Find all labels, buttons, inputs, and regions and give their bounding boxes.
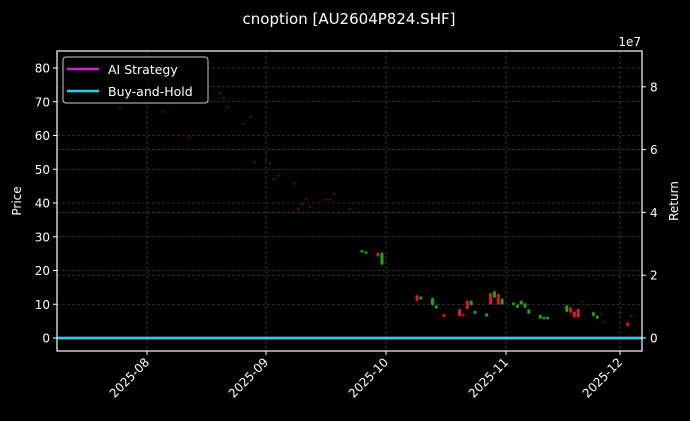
candle-body bbox=[226, 106, 230, 108]
candlesticks bbox=[118, 91, 633, 327]
candle-body bbox=[496, 294, 500, 305]
candle-body bbox=[252, 161, 256, 163]
candle-body bbox=[492, 291, 496, 298]
candle-body bbox=[469, 300, 473, 305]
candle-body bbox=[332, 193, 336, 195]
candle-body bbox=[569, 307, 573, 313]
y-tick-label: 10 bbox=[35, 298, 50, 312]
candle-body bbox=[538, 315, 542, 319]
y-tick-label: 30 bbox=[35, 230, 50, 244]
x-tick-label: 2025-12 bbox=[580, 355, 625, 400]
candle-body bbox=[603, 321, 607, 323]
candle-body bbox=[512, 302, 516, 305]
candle-body bbox=[473, 311, 477, 314]
candle-body bbox=[364, 251, 368, 254]
y-axis-label: Price bbox=[10, 186, 24, 215]
candle-body bbox=[542, 317, 546, 320]
y-tick-label: 80 bbox=[35, 62, 50, 76]
candle-body bbox=[222, 97, 226, 100]
legend: AI Strategy Buy-and-Hold bbox=[62, 56, 209, 104]
candle-body bbox=[304, 197, 308, 200]
plot-frame bbox=[56, 50, 643, 352]
candle-body bbox=[565, 305, 569, 312]
candle-body bbox=[629, 315, 633, 317]
x-axis: 2025-08 2025-09 2025-10 2025-11 2025-12 bbox=[107, 351, 625, 401]
y2-axis-label: Return bbox=[667, 181, 681, 221]
y2-tick-label: 2 bbox=[650, 269, 658, 283]
candle-body bbox=[300, 203, 304, 205]
candle-body bbox=[576, 308, 580, 318]
candle-body bbox=[485, 313, 489, 317]
candle-body bbox=[546, 317, 550, 320]
y-tick-label: 70 bbox=[35, 95, 50, 109]
candle-body bbox=[523, 303, 527, 308]
chart-title: cnoption [AU2604P824.SHF] bbox=[243, 10, 456, 28]
candle-body bbox=[218, 92, 222, 94]
candle-body bbox=[241, 122, 245, 125]
candle-body bbox=[324, 198, 328, 201]
y-tick-label: 50 bbox=[35, 163, 50, 177]
candle-body bbox=[527, 309, 531, 314]
candle-body bbox=[360, 250, 364, 253]
candle-body bbox=[249, 115, 253, 118]
candle-body bbox=[276, 174, 280, 177]
candle-body bbox=[380, 252, 384, 265]
candle-body bbox=[500, 298, 504, 305]
candle-body bbox=[296, 208, 300, 210]
candle-body bbox=[580, 300, 584, 303]
candle-body bbox=[430, 298, 434, 305]
candle-body bbox=[118, 106, 122, 109]
candle-body bbox=[442, 314, 446, 317]
candle-body bbox=[376, 252, 380, 257]
candle-body bbox=[419, 296, 423, 300]
y-tick-label: 0 bbox=[42, 332, 50, 346]
candle-body bbox=[618, 312, 622, 314]
legend-ai-strategy-label: AI Strategy bbox=[108, 62, 178, 77]
candle-body bbox=[572, 311, 576, 318]
y2-tick-label: 8 bbox=[650, 80, 658, 94]
candle-body bbox=[308, 206, 312, 208]
candle-body bbox=[434, 305, 438, 309]
candle-body bbox=[458, 309, 462, 317]
legend-box bbox=[62, 56, 209, 104]
y2-offset-text: 1e7 bbox=[618, 35, 641, 49]
candle-body bbox=[626, 322, 630, 326]
candle-body bbox=[595, 315, 599, 319]
legend-buy-and-hold-label: Buy-and-Hold bbox=[108, 84, 193, 99]
candle-body bbox=[328, 198, 332, 201]
candle-body bbox=[515, 304, 519, 308]
x-tick-label: 2025-10 bbox=[346, 355, 391, 400]
candle-body bbox=[489, 293, 493, 305]
y-tick-label: 20 bbox=[35, 264, 50, 278]
grid-lines bbox=[57, 51, 642, 351]
candle-body bbox=[415, 295, 419, 301]
y2-tick-label: 4 bbox=[650, 206, 658, 220]
y-axis-left: 0 10 20 30 40 50 60 70 80 bbox=[35, 62, 57, 346]
candle-body bbox=[187, 137, 191, 139]
candle-body bbox=[591, 312, 595, 316]
x-tick-label: 2025-09 bbox=[226, 355, 271, 400]
x-tick-label: 2025-11 bbox=[466, 355, 511, 400]
candle-body bbox=[599, 313, 603, 315]
y2-tick-label: 6 bbox=[650, 143, 658, 157]
candle-body bbox=[160, 111, 164, 113]
candle-body bbox=[465, 300, 469, 309]
y-tick-label: 60 bbox=[35, 129, 50, 143]
candle-body bbox=[268, 162, 272, 164]
y2-tick-label: 0 bbox=[650, 332, 658, 346]
y-axis-right: 0 2 4 6 8 bbox=[642, 80, 658, 346]
candle-body bbox=[461, 314, 465, 316]
candle-body bbox=[348, 208, 352, 210]
candle-body bbox=[292, 182, 296, 185]
y-tick-label: 40 bbox=[35, 197, 50, 211]
candle-body bbox=[264, 159, 268, 161]
x-tick-label: 2025-08 bbox=[107, 355, 152, 400]
candle-body bbox=[272, 178, 276, 181]
candle-body bbox=[519, 300, 523, 305]
